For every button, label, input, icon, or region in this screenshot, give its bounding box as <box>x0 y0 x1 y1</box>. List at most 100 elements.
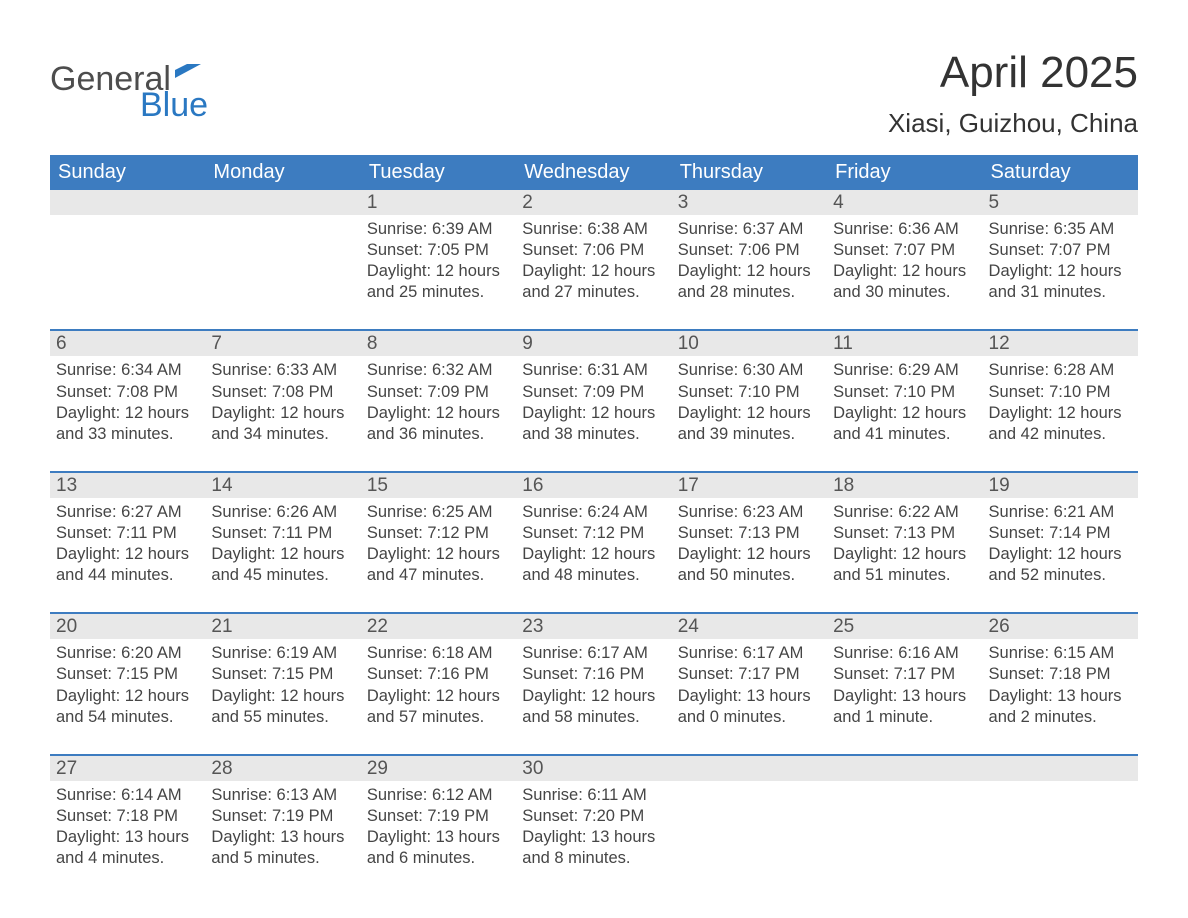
sunset-text: Sunset: 7:06 PM <box>522 240 665 261</box>
daylight2-text: and 38 minutes. <box>522 424 665 445</box>
date-number: 27 <box>50 756 205 781</box>
daylight2-text: and 52 minutes. <box>989 565 1132 586</box>
calendar-day-cell: 26Sunrise: 6:15 AMSunset: 7:18 PMDayligh… <box>983 614 1138 735</box>
day-details: Sunrise: 6:17 AMSunset: 7:17 PMDaylight:… <box>672 639 827 727</box>
daylight1-text: Daylight: 13 hours <box>56 827 199 848</box>
calendar-day-cell: 14Sunrise: 6:26 AMSunset: 7:11 PMDayligh… <box>205 473 360 594</box>
sunrise-text: Sunrise: 6:33 AM <box>211 360 354 381</box>
sunrise-text: Sunrise: 6:36 AM <box>833 219 976 240</box>
calendar-day-cell: 1Sunrise: 6:39 AMSunset: 7:05 PMDaylight… <box>361 190 516 311</box>
date-number: 6 <box>50 331 205 356</box>
sunrise-text: Sunrise: 6:17 AM <box>522 643 665 664</box>
daylight1-text: Daylight: 13 hours <box>367 827 510 848</box>
sunset-text: Sunset: 7:07 PM <box>989 240 1132 261</box>
daylight2-text: and 42 minutes. <box>989 424 1132 445</box>
day-details: Sunrise: 6:23 AMSunset: 7:13 PMDaylight:… <box>672 498 827 586</box>
sunset-text: Sunset: 7:05 PM <box>367 240 510 261</box>
calendar-day-cell: 20Sunrise: 6:20 AMSunset: 7:15 PMDayligh… <box>50 614 205 735</box>
date-number <box>672 756 827 781</box>
daylight1-text: Daylight: 13 hours <box>989 686 1132 707</box>
sunset-text: Sunset: 7:13 PM <box>833 523 976 544</box>
sunrise-text: Sunrise: 6:39 AM <box>367 219 510 240</box>
calendar-day-cell: 15Sunrise: 6:25 AMSunset: 7:12 PMDayligh… <box>361 473 516 594</box>
daylight2-text: and 54 minutes. <box>56 707 199 728</box>
sunset-text: Sunset: 7:15 PM <box>56 664 199 685</box>
calendar-day-cell: 24Sunrise: 6:17 AMSunset: 7:17 PMDayligh… <box>672 614 827 735</box>
daylight1-text: Daylight: 12 hours <box>56 544 199 565</box>
daylight1-text: Daylight: 12 hours <box>678 403 821 424</box>
daylight2-text: and 2 minutes. <box>989 707 1132 728</box>
day-details: Sunrise: 6:30 AMSunset: 7:10 PMDaylight:… <box>672 356 827 444</box>
sunrise-text: Sunrise: 6:18 AM <box>367 643 510 664</box>
calendar-day-cell: 8Sunrise: 6:32 AMSunset: 7:09 PMDaylight… <box>361 331 516 452</box>
sunrise-text: Sunrise: 6:28 AM <box>989 360 1132 381</box>
sunset-text: Sunset: 7:13 PM <box>678 523 821 544</box>
sunset-text: Sunset: 7:06 PM <box>678 240 821 261</box>
daylight2-text: and 58 minutes. <box>522 707 665 728</box>
location-label: Xiasi, Guizhou, China <box>888 108 1138 139</box>
daylight2-text: and 44 minutes. <box>56 565 199 586</box>
sunset-text: Sunset: 7:07 PM <box>833 240 976 261</box>
sunset-text: Sunset: 7:18 PM <box>989 664 1132 685</box>
sunrise-text: Sunrise: 6:16 AM <box>833 643 976 664</box>
sunset-text: Sunset: 7:14 PM <box>989 523 1132 544</box>
daylight1-text: Daylight: 13 hours <box>522 827 665 848</box>
sunset-text: Sunset: 7:17 PM <box>678 664 821 685</box>
date-number: 25 <box>827 614 982 639</box>
daylight2-text: and 34 minutes. <box>211 424 354 445</box>
daylight1-text: Daylight: 13 hours <box>678 686 821 707</box>
date-number <box>983 756 1138 781</box>
date-number: 22 <box>361 614 516 639</box>
day-details: Sunrise: 6:21 AMSunset: 7:14 PMDaylight:… <box>983 498 1138 586</box>
calendar-week-row: 13Sunrise: 6:27 AMSunset: 7:11 PMDayligh… <box>50 471 1138 594</box>
day-details: Sunrise: 6:22 AMSunset: 7:13 PMDaylight:… <box>827 498 982 586</box>
day-details: Sunrise: 6:17 AMSunset: 7:16 PMDaylight:… <box>516 639 671 727</box>
sunrise-text: Sunrise: 6:22 AM <box>833 502 976 523</box>
calendar-day-cell: 6Sunrise: 6:34 AMSunset: 7:08 PMDaylight… <box>50 331 205 452</box>
calendar-day-cell: 30Sunrise: 6:11 AMSunset: 7:20 PMDayligh… <box>516 756 671 877</box>
daylight1-text: Daylight: 12 hours <box>522 544 665 565</box>
date-number <box>50 190 205 215</box>
logo: General Blue <box>50 48 208 122</box>
date-number: 23 <box>516 614 671 639</box>
daylight1-text: Daylight: 12 hours <box>678 261 821 282</box>
daylight1-text: Daylight: 12 hours <box>56 403 199 424</box>
date-number: 15 <box>361 473 516 498</box>
day-details: Sunrise: 6:20 AMSunset: 7:15 PMDaylight:… <box>50 639 205 727</box>
sunset-text: Sunset: 7:09 PM <box>367 382 510 403</box>
daylight2-text: and 28 minutes. <box>678 282 821 303</box>
date-number: 24 <box>672 614 827 639</box>
calendar-empty-cell <box>983 756 1138 877</box>
day-details: Sunrise: 6:16 AMSunset: 7:17 PMDaylight:… <box>827 639 982 727</box>
daylight1-text: Daylight: 12 hours <box>833 403 976 424</box>
sunrise-text: Sunrise: 6:12 AM <box>367 785 510 806</box>
daylight1-text: Daylight: 12 hours <box>367 261 510 282</box>
date-number: 14 <box>205 473 360 498</box>
day-details: Sunrise: 6:19 AMSunset: 7:15 PMDaylight:… <box>205 639 360 727</box>
daylight1-text: Daylight: 12 hours <box>367 686 510 707</box>
day-details: Sunrise: 6:12 AMSunset: 7:19 PMDaylight:… <box>361 781 516 869</box>
date-number: 7 <box>205 331 360 356</box>
daylight1-text: Daylight: 12 hours <box>833 261 976 282</box>
calendar-day-cell: 3Sunrise: 6:37 AMSunset: 7:06 PMDaylight… <box>672 190 827 311</box>
day-details: Sunrise: 6:39 AMSunset: 7:05 PMDaylight:… <box>361 215 516 303</box>
sunrise-text: Sunrise: 6:24 AM <box>522 502 665 523</box>
calendar-day-cell: 23Sunrise: 6:17 AMSunset: 7:16 PMDayligh… <box>516 614 671 735</box>
weekday-header: Wednesday <box>516 155 671 190</box>
weekday-header: Friday <box>827 155 982 190</box>
daylight1-text: Daylight: 12 hours <box>522 686 665 707</box>
calendar-empty-cell <box>50 190 205 311</box>
date-number: 8 <box>361 331 516 356</box>
calendar-day-cell: 16Sunrise: 6:24 AMSunset: 7:12 PMDayligh… <box>516 473 671 594</box>
daylight1-text: Daylight: 12 hours <box>56 686 199 707</box>
sunset-text: Sunset: 7:10 PM <box>833 382 976 403</box>
calendar-day-cell: 2Sunrise: 6:38 AMSunset: 7:06 PMDaylight… <box>516 190 671 311</box>
sunset-text: Sunset: 7:08 PM <box>211 382 354 403</box>
day-details: Sunrise: 6:11 AMSunset: 7:20 PMDaylight:… <box>516 781 671 869</box>
day-details <box>672 781 827 861</box>
weekday-header: Sunday <box>50 155 205 190</box>
sunset-text: Sunset: 7:10 PM <box>989 382 1132 403</box>
daylight1-text: Daylight: 12 hours <box>989 544 1132 565</box>
daylight1-text: Daylight: 12 hours <box>211 544 354 565</box>
sunrise-text: Sunrise: 6:38 AM <box>522 219 665 240</box>
